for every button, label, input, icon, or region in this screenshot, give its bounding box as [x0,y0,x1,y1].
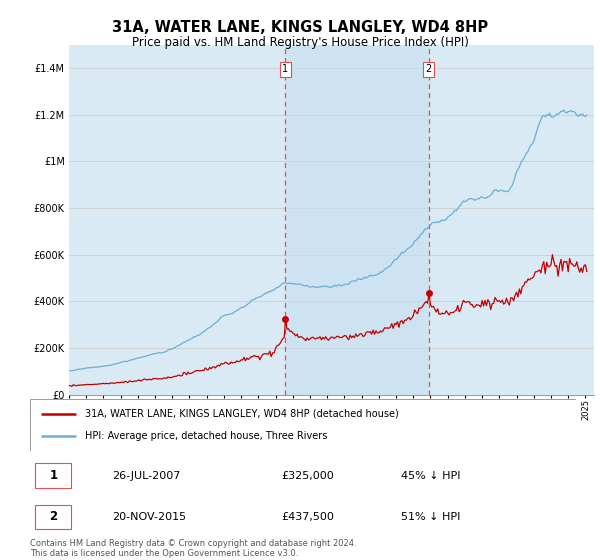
FancyBboxPatch shape [30,399,576,451]
Text: 20-NOV-2015: 20-NOV-2015 [112,512,186,522]
Text: 31A, WATER LANE, KINGS LANGLEY, WD4 8HP (detached house): 31A, WATER LANE, KINGS LANGLEY, WD4 8HP … [85,409,398,419]
Bar [286,45,428,395]
Text: 51% ↓ HPI: 51% ↓ HPI [401,512,461,522]
Text: £437,500: £437,500 [281,512,334,522]
Text: 1: 1 [283,64,289,74]
Text: 1: 1 [49,469,58,482]
Point [281,315,290,324]
Text: 31A, WATER LANE, KINGS LANGLEY, WD4 8HP: 31A, WATER LANE, KINGS LANGLEY, WD4 8HP [112,20,488,35]
FancyBboxPatch shape [35,505,71,529]
Text: 45% ↓ HPI: 45% ↓ HPI [401,470,461,480]
Text: Contains HM Land Registry data © Crown copyright and database right 2024.
This d: Contains HM Land Registry data © Crown c… [30,539,356,558]
Text: HPI: Average price, detached house, Three Rivers: HPI: Average price, detached house, Thre… [85,431,327,441]
Text: Price paid vs. HM Land Registry's House Price Index (HPI): Price paid vs. HM Land Registry's House … [131,36,469,49]
Text: 26-JUL-2007: 26-JUL-2007 [112,470,180,480]
Text: 2: 2 [425,64,432,74]
Text: 2: 2 [49,510,58,524]
FancyBboxPatch shape [35,463,71,488]
Text: £325,000: £325,000 [281,470,334,480]
Point [424,288,433,297]
